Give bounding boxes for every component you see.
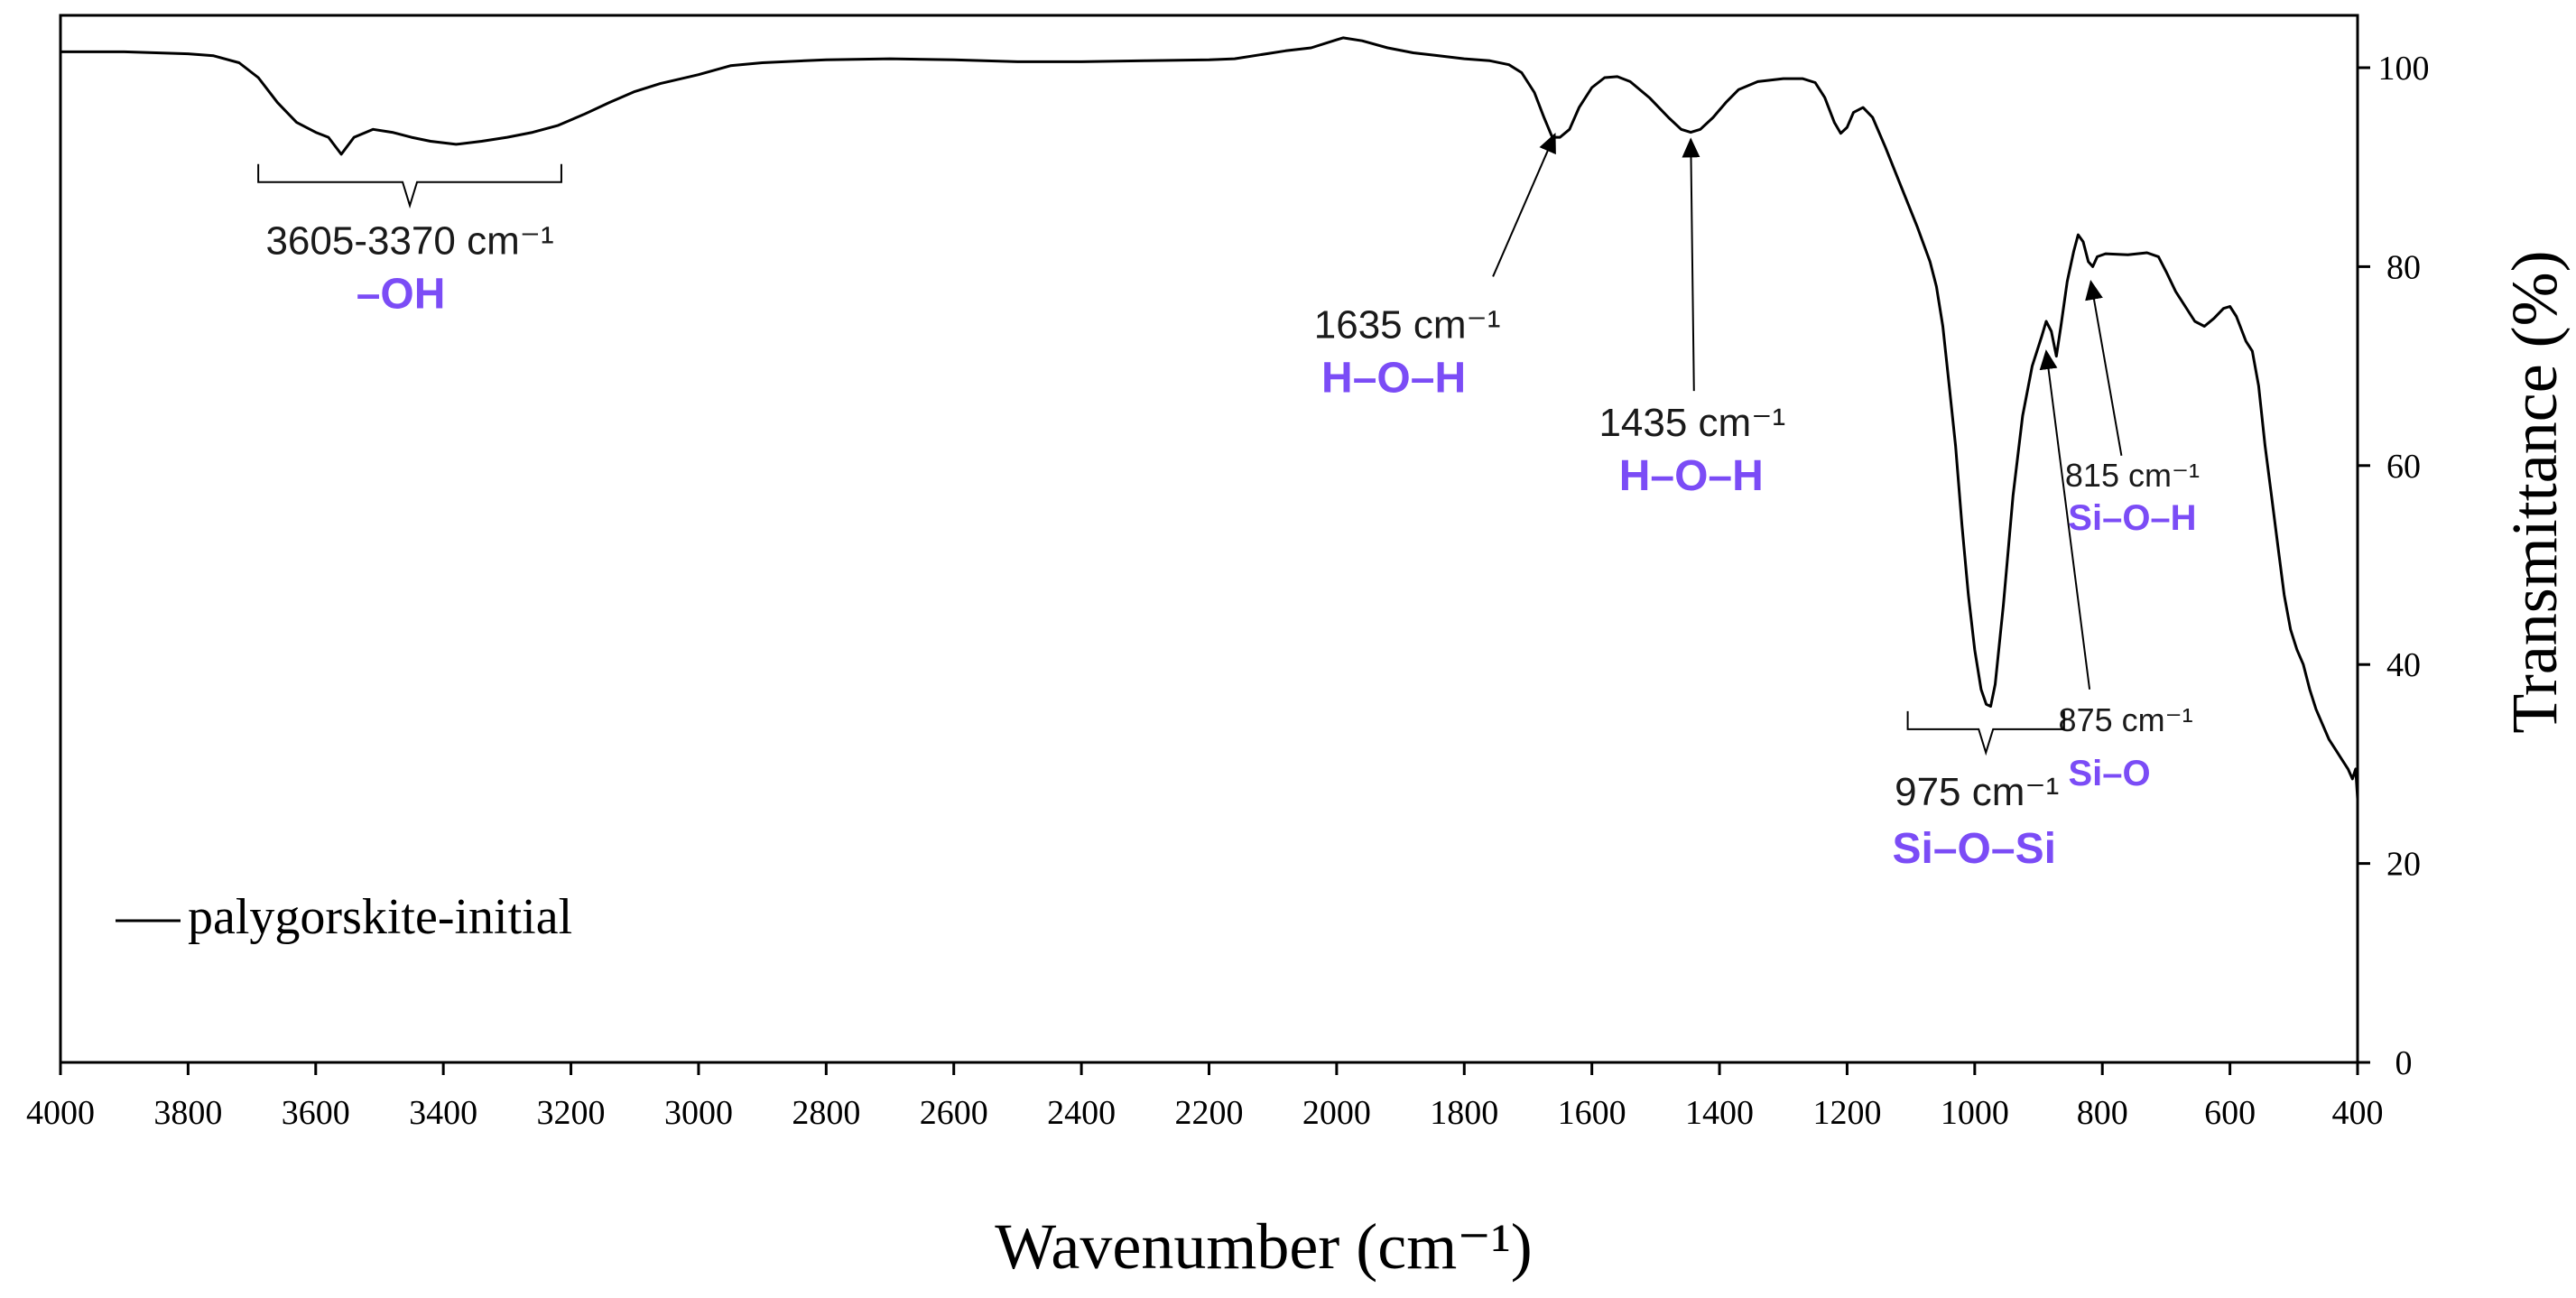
y-axis-ticks: 0 20 40 60 80 100: [2358, 50, 2430, 1082]
x-tick-label: 3200: [537, 1094, 606, 1132]
x-tick-label: 3600: [282, 1094, 350, 1132]
x-tick-label: 2400: [1047, 1094, 1116, 1132]
functional-group-label: Si–O: [2069, 754, 2151, 793]
peak-wavenumber-label: 815 cm⁻¹: [2065, 457, 2200, 494]
x-tick-label: 2000: [1302, 1094, 1371, 1132]
x-tick-label: 3400: [409, 1094, 477, 1132]
x-tick-label: 3800: [153, 1094, 222, 1132]
x-tick-label: 3000: [664, 1094, 733, 1132]
x-tick-label: 2600: [920, 1094, 988, 1132]
y-axis-title: Transmittance (%): [2498, 250, 2571, 733]
legend-label: palygorskite-initial: [188, 889, 572, 945]
x-tick-label: 600: [2204, 1094, 2256, 1132]
x-tick-label: 2800: [792, 1094, 860, 1132]
y-tick-label: 20: [2386, 846, 2421, 884]
functional-group-label: Si–O–H: [2068, 498, 2196, 538]
peak-annotations: 3605-3370 cm⁻¹ –OH 1635 cm⁻¹ H–O–H 1435 cm⁻¹…: [257, 133, 2200, 873]
y-tick-label: 0: [2395, 1044, 2413, 1082]
arrow-mark: [1682, 137, 1700, 392]
x-axis-ticks: 4000 3800 3600 3400 3200 3000 2800 2600 2400 2200…: [26, 1062, 2384, 1132]
peak-wavenumber-label: 1435 cm⁻¹: [1598, 401, 1785, 445]
functional-group-label: H–O–H: [1321, 354, 1466, 402]
x-tick-label: 4000: [26, 1094, 95, 1132]
peak-wavenumber-label: 875 cm⁻¹: [2059, 701, 2193, 738]
x-tick-label: 400: [2332, 1094, 2384, 1132]
y-tick-label: 100: [2378, 50, 2430, 88]
x-tick-label: 1400: [1685, 1094, 1754, 1132]
legend: palygorskite-initial: [116, 889, 572, 945]
peak-wavenumber-label: 1635 cm⁻¹: [1314, 302, 1501, 347]
y-tick-label: 60: [2386, 448, 2421, 486]
peak-wavenumber-label: 3605-3370 cm⁻¹: [265, 219, 553, 264]
x-tick-label: 1200: [1812, 1094, 1881, 1132]
arrow-mark: [1492, 133, 1556, 277]
x-tick-label: 1800: [1430, 1094, 1498, 1132]
y-tick-label: 80: [2386, 248, 2421, 286]
functional-group-label: Si–O–Si: [1892, 825, 2055, 873]
x-tick-label: 1600: [1558, 1094, 1626, 1132]
x-tick-label: 2200: [1175, 1094, 1244, 1132]
spectrum-line: [60, 36, 2359, 800]
bracket-mark: [1906, 710, 2065, 756]
x-tick-label: 800: [2077, 1094, 2128, 1132]
bracket-mark: [257, 163, 562, 209]
x-axis-title: Wavenumber (cm⁻¹): [995, 1210, 1533, 1283]
peak-wavenumber-label: 975 cm⁻¹: [1895, 770, 2059, 814]
functional-group-label: H–O–H: [1619, 452, 1764, 500]
arrow-mark: [2039, 349, 2091, 690]
y-tick-label: 40: [2386, 646, 2421, 684]
arrow-mark: [2085, 279, 2123, 456]
x-tick-label: 1000: [1941, 1094, 2009, 1132]
functional-group-label: –OH: [357, 271, 446, 319]
